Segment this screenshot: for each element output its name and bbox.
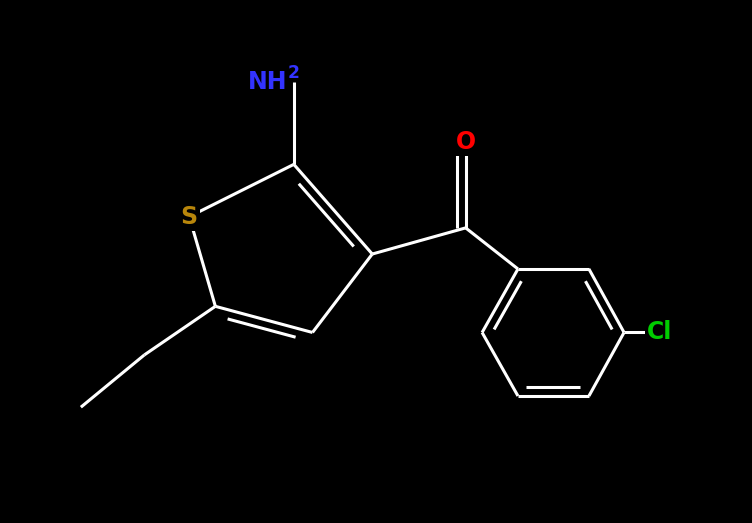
Text: S: S bbox=[180, 204, 198, 229]
Text: O: O bbox=[456, 130, 476, 154]
Text: Cl: Cl bbox=[647, 321, 672, 345]
Text: NH: NH bbox=[248, 70, 288, 94]
Text: 2: 2 bbox=[288, 64, 300, 82]
